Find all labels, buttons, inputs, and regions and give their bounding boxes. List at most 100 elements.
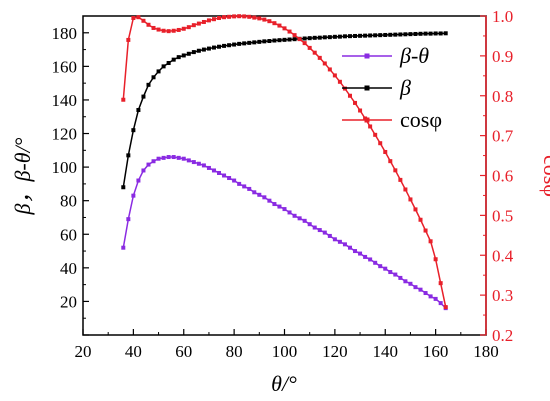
data-point <box>302 218 307 223</box>
data-point <box>131 193 136 198</box>
data-point <box>317 228 322 233</box>
y2-tick-label: 0.9 <box>492 47 513 66</box>
x-tick-label: 80 <box>226 342 243 361</box>
data-point <box>131 128 136 133</box>
data-point <box>156 156 161 161</box>
data-point <box>267 198 272 203</box>
data-point <box>136 108 141 113</box>
data-point <box>161 28 166 33</box>
data-point <box>433 31 438 36</box>
data-point <box>222 173 227 178</box>
data-point <box>408 197 413 202</box>
data-point <box>232 178 237 183</box>
x-tick-label: 180 <box>473 342 499 361</box>
series-β <box>121 31 448 190</box>
data-point <box>358 108 363 113</box>
data-point <box>287 29 292 34</box>
data-point <box>292 213 297 218</box>
data-point <box>418 31 423 36</box>
series-line <box>122 32 446 188</box>
data-point <box>121 97 126 102</box>
data-point <box>307 222 312 227</box>
data-point <box>201 19 206 24</box>
data-point <box>443 305 448 310</box>
data-point <box>317 35 322 40</box>
data-point <box>347 93 352 98</box>
data-point <box>232 14 237 19</box>
data-point <box>161 64 166 69</box>
y-axis-ticks: 20 40 60 80 100 120 140 160 180 <box>52 24 89 336</box>
data-point <box>206 18 211 23</box>
data-point <box>166 155 171 160</box>
x-axis-ticks: 20 40 60 80 100 120 140 160 180 <box>75 329 499 361</box>
data-point <box>146 162 151 167</box>
data-point <box>423 291 428 296</box>
legend-marker <box>364 53 370 59</box>
data-point <box>227 14 232 19</box>
data-point <box>358 251 363 256</box>
data-point <box>438 281 443 286</box>
data-point <box>353 249 358 254</box>
data-point <box>262 195 267 200</box>
y2-axis-ticks: 0.2 0.3 0.4 0.5 0.6 0.7 0.8 0.9 1.0 <box>480 7 514 345</box>
x-tick-label: 60 <box>175 342 192 361</box>
data-point <box>302 36 307 41</box>
data-point <box>378 33 383 38</box>
data-point <box>257 39 262 44</box>
data-point <box>237 181 242 186</box>
data-point <box>206 165 211 170</box>
data-point <box>141 18 146 23</box>
data-point <box>247 14 252 19</box>
data-point <box>388 32 393 37</box>
data-point <box>438 31 443 36</box>
data-point <box>337 239 342 244</box>
data-point <box>403 187 408 192</box>
series-line <box>122 156 447 309</box>
data-point <box>342 242 347 247</box>
data-point <box>156 69 161 74</box>
data-point <box>156 27 161 32</box>
data-point <box>126 217 131 222</box>
data-point <box>312 225 317 230</box>
data-point <box>161 155 166 160</box>
data-point <box>413 207 418 212</box>
data-point <box>217 44 222 49</box>
data-point <box>222 43 227 48</box>
data-point <box>176 55 181 60</box>
data-point <box>267 19 272 24</box>
data-point <box>146 22 151 27</box>
data-point <box>322 35 327 40</box>
data-point <box>141 94 146 99</box>
data-point <box>242 41 247 46</box>
legend-label: cosφ <box>400 107 442 132</box>
data-point <box>322 230 327 235</box>
data-point <box>282 37 287 42</box>
data-point <box>222 15 227 20</box>
data-point <box>327 35 332 40</box>
data-point <box>282 26 287 31</box>
data-point <box>297 37 302 42</box>
data-point <box>307 36 312 41</box>
legend-marker <box>364 85 370 91</box>
data-point <box>181 53 186 58</box>
data-point <box>332 34 337 39</box>
data-point <box>272 38 277 43</box>
data-point <box>171 57 176 62</box>
data-point <box>186 158 191 163</box>
data-point <box>368 124 373 129</box>
x-tick-label: 100 <box>272 342 298 361</box>
data-point <box>257 16 262 21</box>
data-point <box>398 177 403 182</box>
y2-axis-title: cosφ <box>539 155 550 197</box>
data-point <box>277 204 282 209</box>
data-point <box>146 82 151 87</box>
y2-tick-label: 0.7 <box>492 127 514 146</box>
data-point <box>378 141 383 146</box>
data-point <box>423 228 428 233</box>
data-point <box>373 33 378 38</box>
data-point <box>151 25 156 30</box>
legend-label: β <box>399 75 411 100</box>
data-point <box>292 37 297 42</box>
legend-marker <box>364 117 370 123</box>
